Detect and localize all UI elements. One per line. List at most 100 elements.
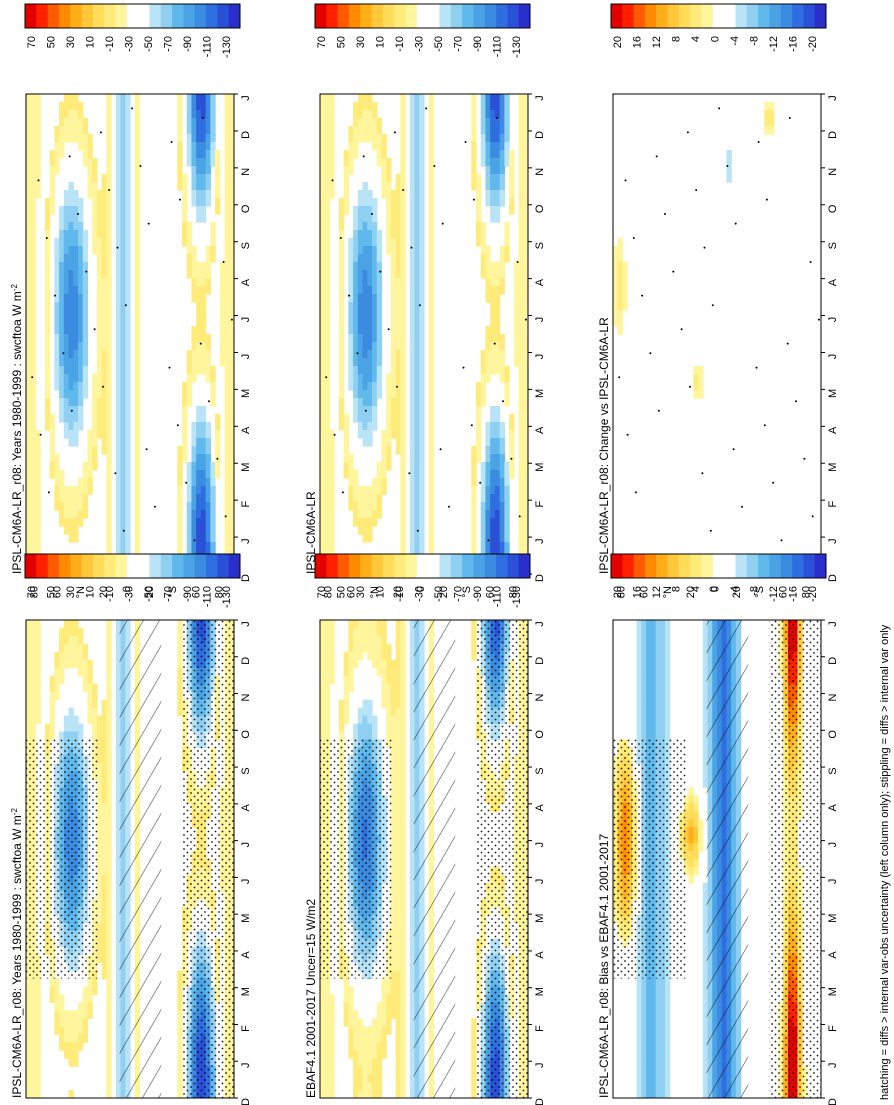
heatmap-cell xyxy=(357,1058,364,1067)
heatmap-cell xyxy=(134,302,141,311)
heatmap-cell xyxy=(35,134,41,143)
heatmap-cell xyxy=(353,1082,359,1091)
heatmap-cell xyxy=(177,166,183,175)
heatmap-cell xyxy=(63,1026,70,1035)
heatmap-cell xyxy=(78,627,84,637)
heatmap-cell xyxy=(26,278,32,287)
heatmap-cell xyxy=(63,94,70,103)
heatmap-cell xyxy=(26,1066,32,1075)
heatmap-cell xyxy=(44,382,51,391)
panel-title: IPSL-CM6A-LR_r08: Years 1980-1999 : swcf… xyxy=(10,808,24,1098)
heatmap-cell xyxy=(200,134,207,143)
heatmap-cell xyxy=(224,342,230,351)
heatmap-cell xyxy=(73,238,79,247)
heatmap-cell xyxy=(115,994,122,1003)
heatmap-cell xyxy=(641,1018,647,1027)
heatmap-cell xyxy=(54,667,60,677)
heatmap-cell xyxy=(106,643,112,653)
heatmap-cell xyxy=(219,286,226,295)
heatmap-cell xyxy=(353,731,359,741)
heatmap-cell xyxy=(655,978,661,988)
heatmap-cell xyxy=(196,310,202,319)
heatmap-cell xyxy=(101,930,107,940)
heatmap-cell xyxy=(54,994,60,1003)
heatmap-cell xyxy=(367,1082,373,1091)
heatmap-cell xyxy=(205,110,211,119)
heatmap-cell xyxy=(409,803,416,812)
heatmap-cell xyxy=(115,914,122,924)
month-tick-label: A xyxy=(240,951,252,959)
heatmap-cell xyxy=(229,214,234,223)
heatmap-cell xyxy=(390,819,397,828)
heatmap-cell xyxy=(400,970,406,980)
heatmap-cell xyxy=(400,866,406,876)
heatmap-cell xyxy=(106,851,112,860)
heatmap-cell xyxy=(400,635,406,645)
heatmap-cell xyxy=(177,174,183,183)
heatmap-cell xyxy=(134,102,141,111)
month-tick-label: O xyxy=(534,730,546,739)
heatmap-cell xyxy=(115,962,122,972)
heatmap-cell xyxy=(224,286,230,295)
heatmap-cell xyxy=(134,374,141,383)
heatmap-cell xyxy=(44,198,51,207)
heatmap-cell xyxy=(200,102,207,111)
heatmap-cell xyxy=(655,1018,661,1027)
heatmap-cell xyxy=(120,94,126,103)
heatmap-cell xyxy=(115,922,122,932)
heatmap-cell xyxy=(329,627,335,637)
heatmap-cell xyxy=(400,803,406,812)
heatmap-cell xyxy=(702,731,709,741)
heatmap-cell xyxy=(390,771,397,780)
heatmap-cell xyxy=(229,246,234,255)
month-tick-label: J xyxy=(827,621,839,627)
heatmap-cell xyxy=(120,326,126,335)
heatmap-field xyxy=(26,620,234,1098)
heatmap-cell xyxy=(320,1018,326,1027)
heatmap-cell xyxy=(381,659,387,669)
heatmap-cell xyxy=(636,994,642,1003)
heatmap-cell xyxy=(357,627,364,637)
month-tick-label: D xyxy=(827,657,839,665)
heatmap-cell xyxy=(636,651,642,661)
heatmap-cell xyxy=(73,627,79,637)
heatmap-cell xyxy=(646,643,652,653)
heatmap-cell xyxy=(386,1010,392,1019)
heatmap-cell xyxy=(395,1082,401,1091)
heatmap-cell xyxy=(205,150,211,159)
heatmap-cell xyxy=(115,118,122,127)
heatmap-cell xyxy=(693,866,699,876)
heatmap-cell xyxy=(106,819,112,828)
heatmap-cell xyxy=(115,150,122,159)
heatmap-cell xyxy=(101,278,107,287)
heatmap-cell xyxy=(101,174,107,183)
heatmap-cell xyxy=(348,1010,354,1019)
heatmap-cell xyxy=(54,294,60,303)
heatmap-cell xyxy=(54,278,60,287)
heatmap-cell xyxy=(205,374,211,383)
heatmap-cell xyxy=(186,102,193,111)
heatmap-cell xyxy=(63,723,70,733)
heatmap-cell xyxy=(78,350,84,359)
heatmap-cell xyxy=(96,222,103,231)
heatmap-cell xyxy=(665,715,671,725)
heatmap-cell xyxy=(357,723,364,733)
heatmap-cell xyxy=(101,938,107,948)
heatmap-cell xyxy=(357,715,364,725)
heatmap-cell xyxy=(229,358,234,367)
heatmap-cell xyxy=(353,1074,359,1083)
heatmap-cell xyxy=(409,843,416,852)
heatmap-cell xyxy=(82,310,89,319)
heatmap-cell xyxy=(224,190,230,199)
heatmap-cell xyxy=(125,134,131,143)
heatmap-cell xyxy=(191,334,197,343)
heatmap-cell xyxy=(177,699,183,709)
heatmap-cell xyxy=(229,190,234,199)
heatmap-cell xyxy=(395,627,401,637)
heatmap-cell xyxy=(186,366,193,375)
heatmap-cell xyxy=(30,715,37,725)
heatmap-cell xyxy=(702,691,709,701)
heatmap-cell xyxy=(471,1034,477,1043)
heatmap-cell xyxy=(115,667,122,677)
heatmap-cell xyxy=(641,1050,647,1059)
